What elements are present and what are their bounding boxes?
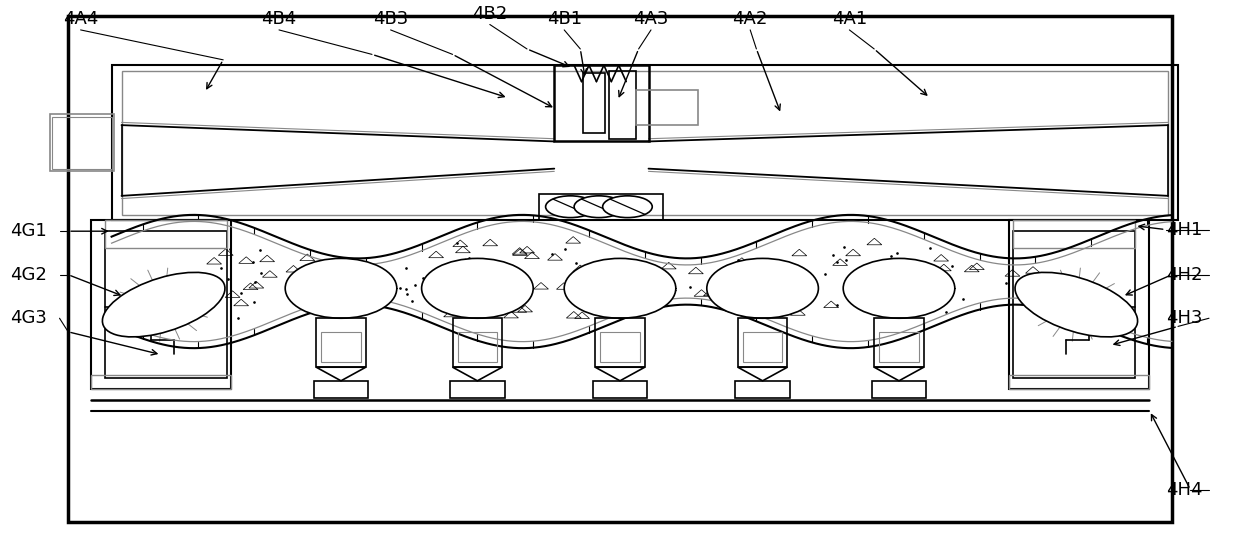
Bar — [1013, 220, 1135, 248]
Bar — [105, 220, 227, 248]
Polygon shape — [453, 367, 502, 381]
Text: 4H2: 4H2 — [1166, 265, 1202, 284]
Bar — [112, 65, 1178, 220]
Bar — [321, 332, 361, 362]
Ellipse shape — [103, 273, 224, 337]
Bar — [595, 318, 645, 367]
Bar — [735, 381, 790, 398]
Polygon shape — [316, 367, 366, 381]
Text: 4G1: 4G1 — [10, 222, 47, 240]
Text: 4A2: 4A2 — [733, 10, 768, 28]
Text: 4A3: 4A3 — [634, 10, 668, 28]
Text: 4A1: 4A1 — [832, 10, 867, 28]
Bar — [554, 65, 649, 141]
Bar — [583, 73, 605, 133]
Bar — [453, 318, 502, 367]
Bar — [879, 332, 919, 362]
Bar — [1009, 220, 1149, 389]
Bar — [1013, 231, 1135, 378]
Bar — [91, 220, 231, 389]
Bar — [1009, 375, 1149, 389]
Bar — [600, 332, 640, 362]
Bar — [122, 71, 1168, 215]
Text: 4H3: 4H3 — [1166, 309, 1202, 327]
Bar — [743, 332, 782, 362]
Text: 4B4: 4B4 — [262, 10, 296, 28]
Polygon shape — [595, 367, 645, 381]
Ellipse shape — [564, 258, 676, 318]
Bar — [636, 90, 698, 125]
Text: 4B3: 4B3 — [373, 10, 408, 28]
Bar — [609, 71, 636, 139]
Polygon shape — [874, 367, 924, 381]
Bar — [738, 318, 787, 367]
Bar — [91, 375, 231, 389]
Bar — [314, 381, 368, 398]
Text: 4H4: 4H4 — [1166, 480, 1202, 499]
Bar — [539, 194, 663, 220]
Bar — [458, 332, 497, 362]
Ellipse shape — [285, 258, 397, 318]
Polygon shape — [738, 367, 787, 381]
Text: 4G2: 4G2 — [10, 265, 47, 284]
Text: 4A4: 4A4 — [63, 10, 98, 28]
Circle shape — [603, 196, 652, 218]
Text: 4B1: 4B1 — [547, 10, 582, 28]
Text: 4H1: 4H1 — [1166, 220, 1202, 239]
Text: 4B2: 4B2 — [472, 4, 507, 23]
Bar — [872, 381, 926, 398]
Ellipse shape — [1016, 273, 1137, 337]
Bar — [105, 231, 227, 378]
Bar — [874, 318, 924, 367]
Text: 4G3: 4G3 — [10, 309, 47, 327]
Circle shape — [574, 196, 624, 218]
Bar — [52, 117, 112, 169]
Bar — [316, 318, 366, 367]
Ellipse shape — [843, 258, 955, 318]
Bar — [50, 114, 114, 171]
Ellipse shape — [422, 258, 533, 318]
Bar — [593, 381, 647, 398]
Bar — [68, 16, 1172, 522]
Ellipse shape — [707, 258, 818, 318]
Bar — [450, 381, 505, 398]
Circle shape — [546, 196, 595, 218]
